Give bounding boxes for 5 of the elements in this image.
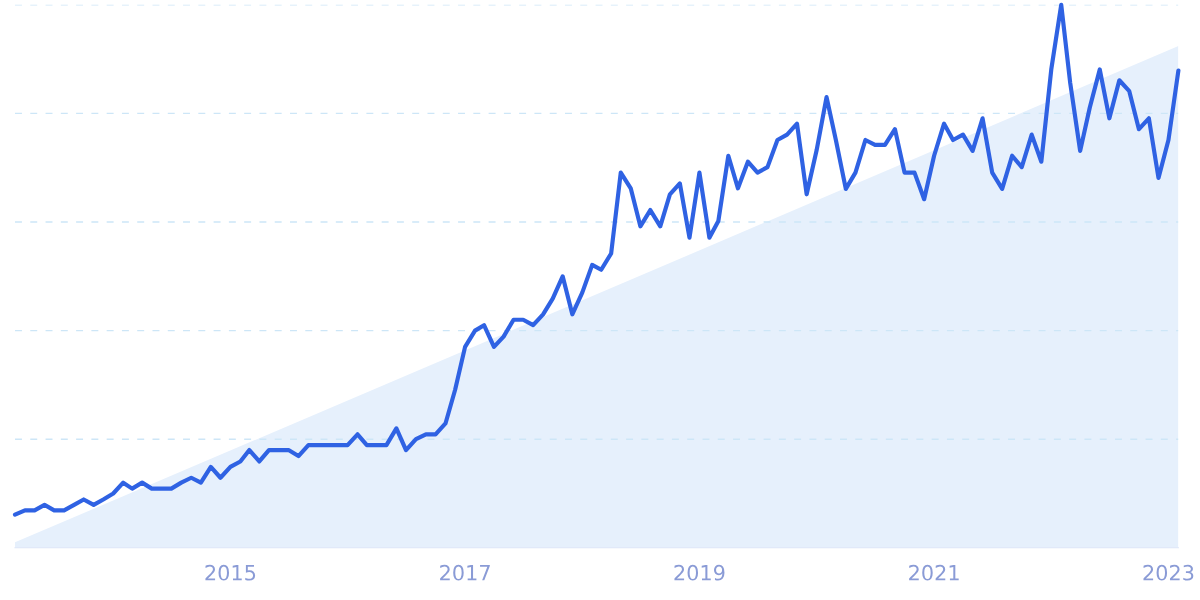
x-tick-label: 2023 (1143, 564, 1194, 581)
x-tick-label: 2017 (440, 564, 490, 581)
x-tick-label: 2021 (909, 564, 959, 581)
x-tick-label: 2019 (674, 564, 725, 581)
x-tick-label: 2015 (205, 564, 256, 581)
